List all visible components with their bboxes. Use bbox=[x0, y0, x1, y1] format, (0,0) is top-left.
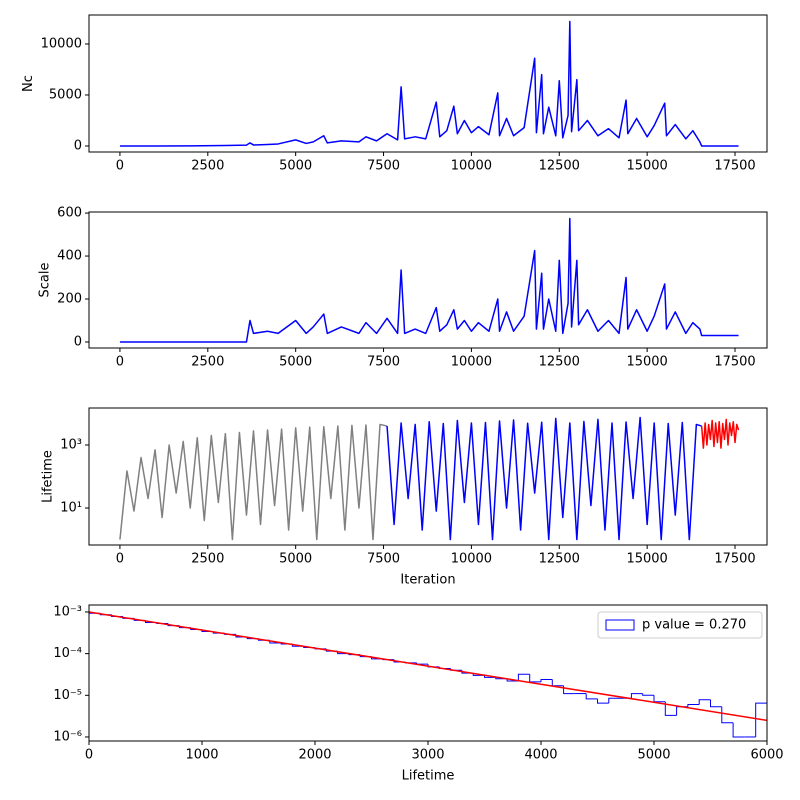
histogram-bin bbox=[551, 679, 564, 687]
histogram-bin bbox=[88, 612, 101, 741]
y-tick-label: 200 bbox=[57, 292, 82, 307]
y-tick-label: 10³ bbox=[60, 438, 82, 453]
y-tick-label: 10⁻⁵ bbox=[53, 688, 82, 703]
x-tick-label: 2500 bbox=[191, 552, 224, 567]
histogram-bin bbox=[529, 674, 541, 683]
histogram-bin bbox=[597, 698, 609, 704]
histogram-bin bbox=[608, 697, 621, 704]
x-tick-label: 15000 bbox=[626, 159, 667, 174]
histogram-bin bbox=[642, 693, 654, 696]
x-tick-label: 0 bbox=[116, 159, 124, 174]
y-tick-label: 0 bbox=[74, 334, 82, 349]
y-axis-label: Scale bbox=[38, 263, 53, 298]
legend-box bbox=[597, 611, 763, 639]
x-tick-label: 12500 bbox=[539, 552, 580, 567]
x-tick-label: 5000 bbox=[279, 159, 312, 174]
x-tick-label: 15000 bbox=[626, 552, 667, 567]
x-tick-label: 2000 bbox=[298, 748, 331, 763]
histogram-bin bbox=[484, 675, 496, 678]
x-tick-label: 7500 bbox=[367, 552, 400, 567]
y-tick-label: 10⁻⁶ bbox=[53, 729, 82, 744]
data-line bbox=[119, 20, 739, 147]
x-tick-label: 10000 bbox=[451, 355, 492, 370]
x-tick-label: 2500 bbox=[191, 355, 224, 370]
y-tick-label: 0 bbox=[74, 138, 82, 153]
legend-label: p value = 0.270 bbox=[642, 618, 746, 633]
histogram-bin bbox=[664, 701, 677, 716]
legend-swatch bbox=[605, 619, 635, 631]
axes-frame bbox=[88, 407, 768, 546]
x-tick-label: 7500 bbox=[367, 355, 400, 370]
x-tick-label: 0 bbox=[116, 552, 124, 567]
y-tick-label: 10¹ bbox=[60, 501, 82, 516]
histogram-bin bbox=[517, 673, 530, 682]
x-tick-label: 17500 bbox=[714, 552, 755, 567]
data-line bbox=[386, 416, 702, 541]
y-tick-label: 10000 bbox=[41, 36, 82, 51]
axes-frame bbox=[88, 604, 768, 742]
x-tick-label: 17500 bbox=[714, 159, 755, 174]
x-axis-label: Lifetime bbox=[402, 769, 455, 784]
histogram-bin bbox=[710, 699, 722, 708]
y-tick-label: 5000 bbox=[49, 87, 82, 102]
x-tick-label: 5000 bbox=[279, 552, 312, 567]
x-tick-label: 12500 bbox=[539, 159, 580, 174]
histogram-bin bbox=[653, 695, 666, 703]
data-line bbox=[119, 217, 739, 343]
axes-frame bbox=[88, 211, 768, 349]
x-tick-label: 0 bbox=[85, 748, 93, 763]
axes-frame bbox=[88, 14, 768, 153]
x-tick-label: 3000 bbox=[411, 748, 444, 763]
fit-line bbox=[88, 611, 768, 722]
histogram-bin bbox=[721, 706, 734, 724]
x-tick-label: 4000 bbox=[524, 748, 557, 763]
histogram-bin bbox=[698, 699, 711, 705]
data-line bbox=[700, 418, 740, 449]
histogram-bin bbox=[585, 693, 598, 700]
histogram-bin bbox=[630, 693, 643, 699]
y-axis-label: Nc bbox=[21, 75, 36, 92]
histogram-bin bbox=[540, 678, 553, 682]
data-line bbox=[119, 423, 388, 541]
x-tick-label: 5000 bbox=[279, 355, 312, 370]
x-tick-label: 6000 bbox=[750, 748, 783, 763]
x-tick-label: 2500 bbox=[191, 159, 224, 174]
x-tick-label: 10000 bbox=[451, 159, 492, 174]
histogram-bin bbox=[687, 704, 700, 707]
y-tick-label: 10⁻³ bbox=[53, 604, 82, 619]
x-tick-label: 15000 bbox=[626, 355, 667, 370]
y-tick-label: 10⁻⁴ bbox=[53, 646, 82, 661]
y-axis-label: Lifetime bbox=[41, 450, 56, 503]
x-tick-label: 12500 bbox=[539, 355, 580, 370]
x-tick-label: 17500 bbox=[714, 355, 755, 370]
y-tick-label: 400 bbox=[57, 249, 82, 264]
x-axis-label: Iteration bbox=[400, 573, 455, 588]
histogram-bin bbox=[755, 702, 768, 741]
x-tick-label: 1000 bbox=[185, 748, 218, 763]
x-tick-label: 10000 bbox=[451, 552, 492, 567]
x-tick-label: 5000 bbox=[637, 748, 670, 763]
histogram-bin bbox=[732, 722, 745, 738]
x-tick-label: 0 bbox=[116, 355, 124, 370]
x-tick-label: 7500 bbox=[367, 159, 400, 174]
y-tick-label: 600 bbox=[57, 206, 82, 221]
